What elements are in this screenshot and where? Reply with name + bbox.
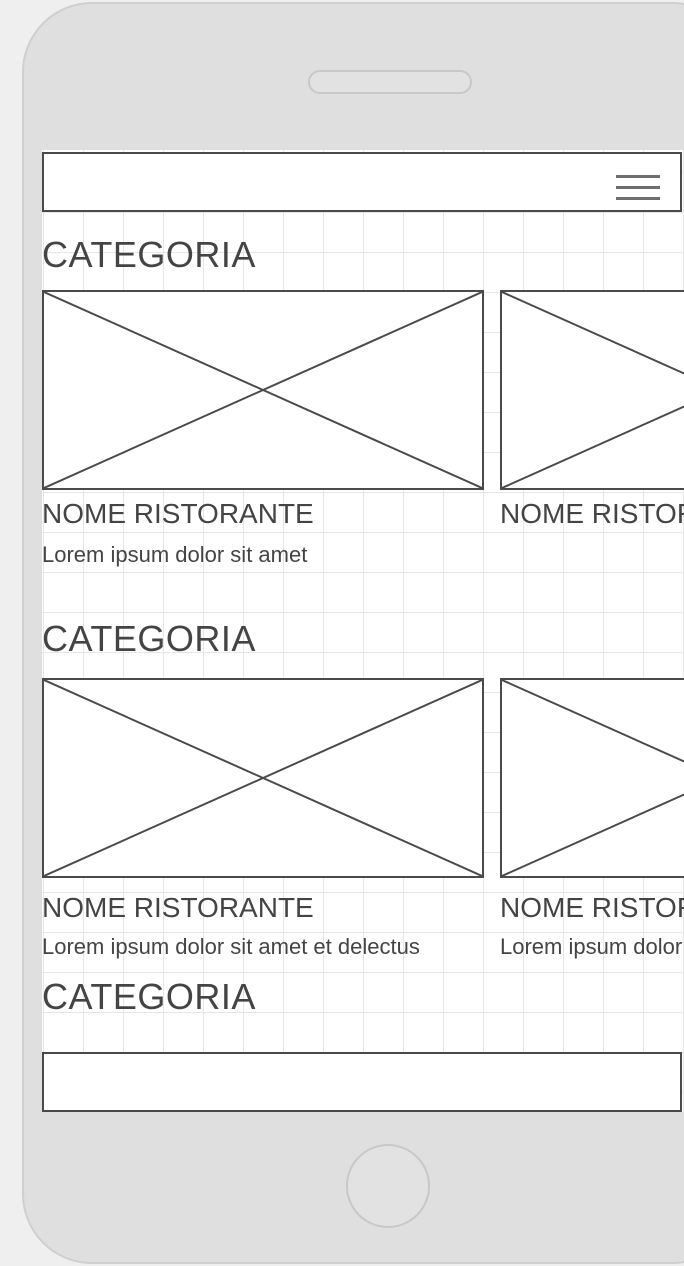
home-button[interactable] — [346, 1144, 430, 1228]
image-placeholder-icon — [42, 290, 484, 490]
image-placeholder-icon — [42, 678, 484, 878]
restaurant-name: NOME RISTORANTE — [500, 892, 684, 923]
restaurant-description: Lorem ipsum dolor sit amet et delectus — [42, 934, 420, 959]
image-placeholder-icon — [500, 290, 684, 490]
image-placeholder-icon — [500, 678, 684, 878]
bottom-bar — [42, 1052, 682, 1112]
restaurant-description: Lorem ipsum dolor sit amet — [42, 542, 308, 567]
restaurant-name: NOME RISTORANTE — [42, 892, 314, 923]
category-title: CATEGORIA — [42, 976, 256, 1017]
top-nav-bar — [42, 152, 682, 212]
restaurant-name: NOME RISTORANTE — [42, 498, 314, 529]
app-screen: CATEGORIA NOME RISTORANTE Lorem ipsum do… — [42, 150, 684, 1112]
speaker-grille — [308, 70, 472, 94]
category-title: CATEGORIA — [42, 234, 256, 275]
restaurant-description: Lorem ipsum dolor sit amet et delectus — [500, 934, 684, 959]
category-title: CATEGORIA — [42, 618, 256, 659]
hamburger-menu-icon[interactable] — [616, 175, 660, 201]
restaurant-name: NOME RISTORANTE — [500, 498, 684, 529]
